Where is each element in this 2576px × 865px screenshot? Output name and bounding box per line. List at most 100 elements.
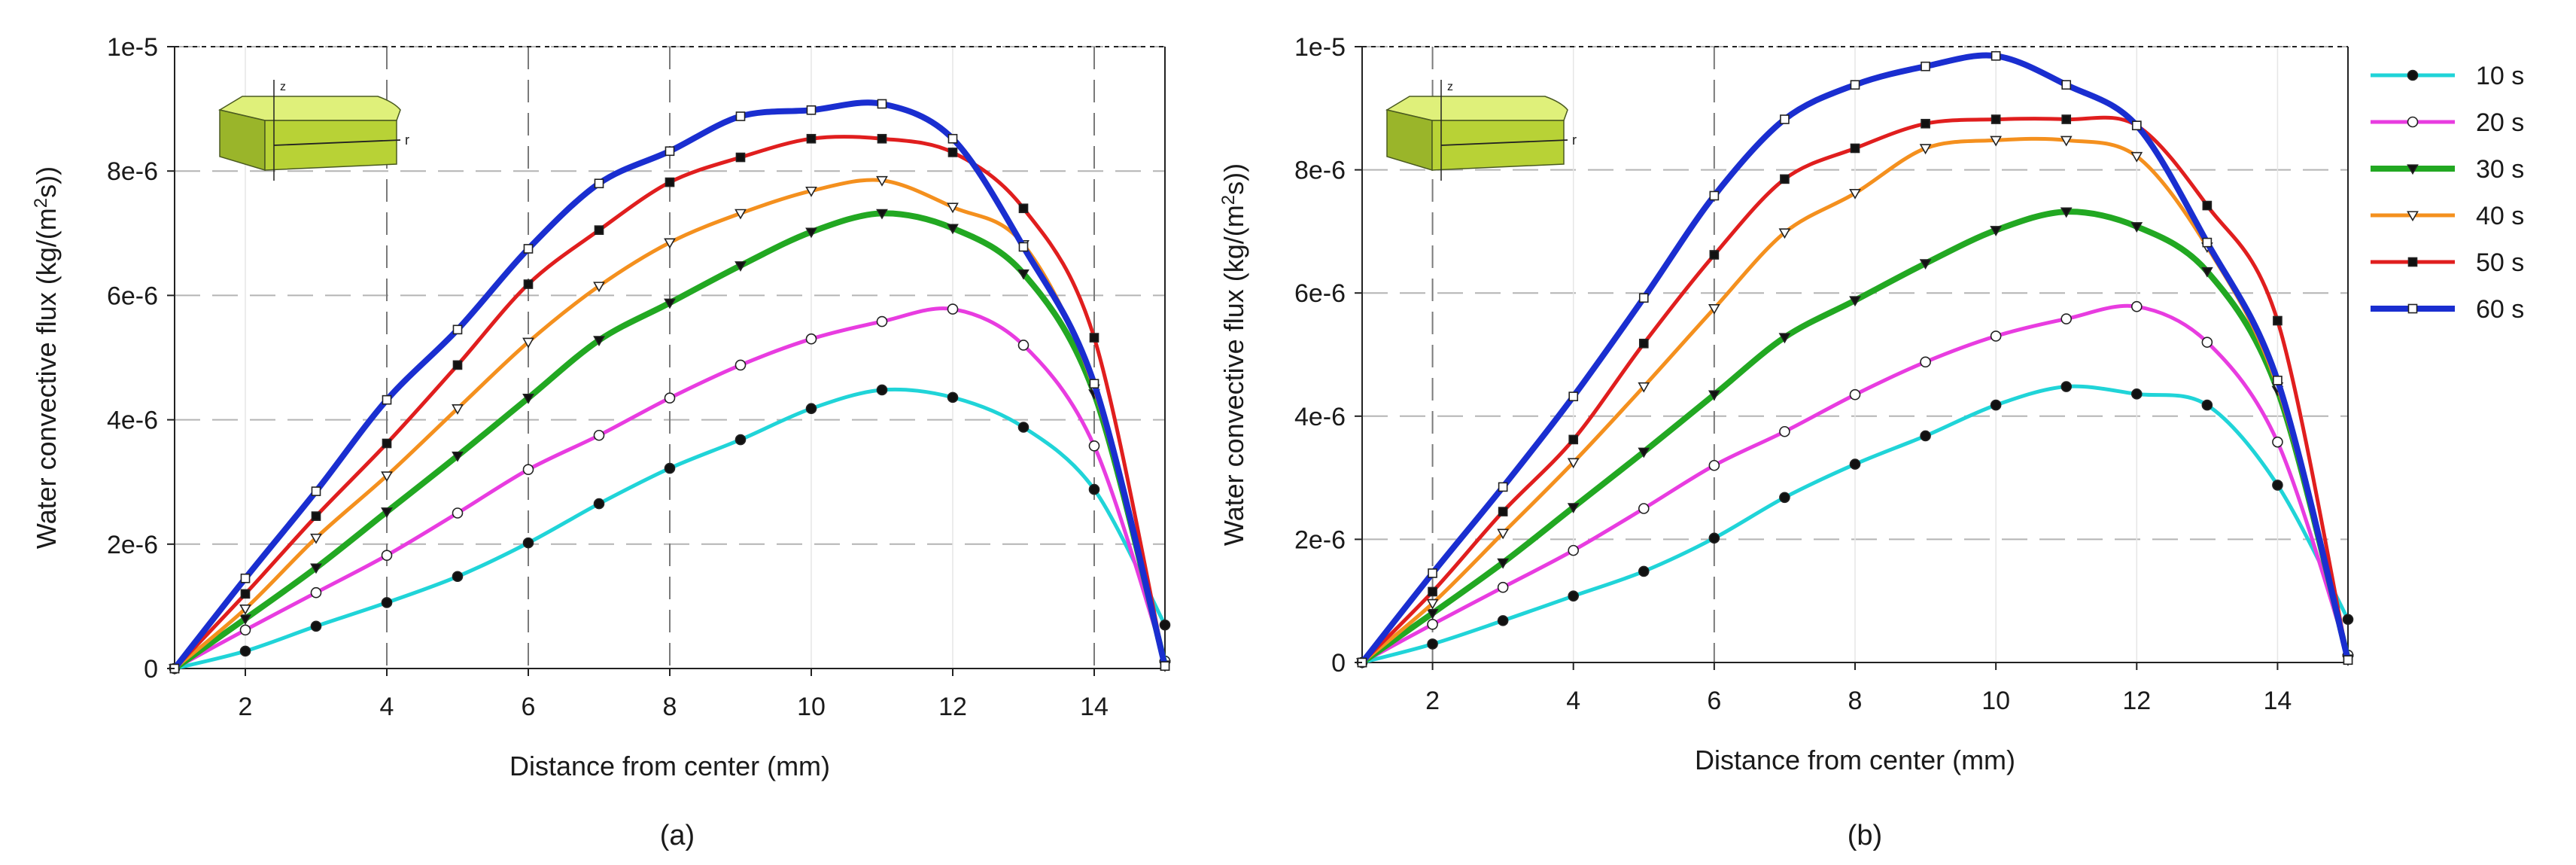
data-point-a-s1-x10 — [805, 403, 817, 415]
series-line-b-5 — [1360, 115, 2350, 665]
x-tick-label: 12 — [938, 693, 967, 721]
data-point-a-s1-x15 — [1159, 619, 1171, 631]
data-point-a-s5-x8 — [665, 177, 675, 187]
legend-marker-1 — [2407, 69, 2419, 81]
legend-marker-2 — [2407, 116, 2419, 128]
inset-side-face — [1386, 109, 1433, 172]
data-point-a-s6-x9 — [735, 111, 746, 121]
data-point-a-s2-x3 — [310, 586, 322, 598]
data-point-b-s3-x13 — [2200, 267, 2213, 278]
data-point-b-s4-x5 — [1638, 382, 1650, 393]
data-point-a-s2-x11 — [876, 315, 888, 327]
data-point-a-s5-x14 — [1089, 333, 1099, 343]
data-point-b-s6-x4 — [1568, 391, 1579, 401]
series-line-a-6 — [172, 99, 1168, 672]
x-tick-label: 10 — [797, 693, 826, 721]
data-point-a-s2-x5 — [452, 507, 464, 519]
data-point-a-s1-x7 — [593, 498, 605, 510]
inset-r-axis — [1440, 139, 1568, 146]
data-point-b-s1-x7 — [1779, 492, 1790, 504]
data-point-b-s1-x9 — [1920, 430, 1931, 442]
x-axis-label: Distance from center (mm) — [1695, 745, 2015, 775]
inset-r-label: r — [405, 132, 409, 148]
x-tick-label: 8 — [1848, 687, 1863, 715]
data-point-b-s2-x4 — [1568, 544, 1580, 556]
x-tick-label: 14 — [2264, 687, 2292, 715]
series-line-a-2 — [172, 306, 1167, 671]
x-tick-label: 6 — [1707, 687, 1721, 715]
data-point-a-s1-x3 — [310, 620, 322, 632]
data-point-b-s1-x3 — [1497, 615, 1509, 626]
data-point-a-s5-x9 — [735, 152, 746, 163]
legend-marker-5 — [2407, 257, 2418, 267]
data-point-b-s6-x2 — [1428, 568, 1437, 578]
data-point-b-s5-x5 — [1638, 338, 1649, 349]
data-point-b-s1-x8 — [1849, 458, 1861, 470]
y-tick-label: 6e-6 — [1294, 279, 1346, 308]
data-point-b-s3-x4 — [1567, 503, 1580, 513]
data-point-a-s6-x2 — [240, 573, 251, 583]
legend-label-5: 50 s — [2476, 248, 2524, 277]
data-point-b-s1-x10 — [1990, 399, 2002, 411]
data-point-a-s6-x14 — [1089, 379, 1099, 389]
data-point-b-s6-x10 — [1991, 50, 2001, 61]
data-point-b-s1-x11 — [2060, 381, 2073, 392]
data-point-b-s3-x8 — [1849, 296, 1861, 307]
data-point-b-s4-x8 — [1849, 189, 1861, 199]
data-point-b-s5-x10 — [1991, 114, 2001, 124]
y-axis-label: Water convective flux (kg/(m2s)) — [31, 166, 62, 549]
data-point-b-s6-x12 — [2131, 120, 2142, 131]
data-point-a-s6-x5 — [452, 324, 463, 335]
data-point-a-s6-x12 — [947, 133, 958, 144]
data-point-b-s1-x5 — [1638, 565, 1650, 577]
data-point-b-s5-x9 — [1921, 118, 1930, 129]
data-point-b-s6-x5 — [1638, 293, 1649, 303]
data-point-a-s6-x15 — [1160, 661, 1170, 672]
data-point-a-s4-x8 — [664, 238, 676, 249]
inset-top-face — [218, 96, 401, 121]
data-point-a-s1-x11 — [876, 384, 888, 396]
data-point-b-s5-x14 — [2273, 315, 2283, 326]
x-axis-label: Distance from center (mm) — [509, 751, 830, 781]
data-point-a-s5-x11 — [877, 133, 887, 144]
data-point-b-s4-x9 — [1919, 144, 1932, 155]
data-point-b-s2-x10 — [1990, 330, 2002, 342]
data-point-a-s1-x8 — [664, 462, 676, 474]
data-point-a-s4-x12 — [947, 203, 959, 214]
data-point-a-s5-x5 — [452, 360, 463, 370]
data-point-a-s6-x7 — [594, 178, 604, 189]
data-point-b-s4-x10 — [1990, 136, 2003, 147]
data-point-a-s4-x4 — [381, 471, 393, 483]
y-tick-label: 8e-6 — [107, 157, 158, 186]
legend-marker-6 — [2407, 303, 2418, 314]
chart-panel-b: z r 2 4 6 8 10 12 14 0 2e-6 4e-6 6e-6 8e-6 1e-5 Distanc… — [1218, 33, 2354, 851]
x-tick-label: 8 — [663, 693, 677, 721]
data-point-a-s4-x6 — [522, 337, 534, 349]
data-point-a-s2-x10 — [805, 333, 817, 345]
data-point-b-s2-x2 — [1427, 618, 1438, 630]
y-tick-label: 2e-6 — [107, 531, 158, 559]
data-point-a-s3-x8 — [664, 298, 676, 309]
y-tick-label: 0 — [1331, 649, 1346, 678]
data-point-a-s4-x11 — [876, 175, 888, 187]
data-point-a-s4-x5 — [452, 404, 464, 415]
data-point-a-s3-x9 — [734, 261, 747, 272]
x-tick-label: 14 — [1080, 693, 1109, 721]
legend-label-4: 40 s — [2476, 202, 2524, 230]
data-point-b-s6-x14 — [2273, 376, 2283, 385]
data-point-a-s6-x8 — [665, 146, 675, 157]
data-point-b-s2-x12 — [2130, 300, 2143, 312]
data-point-a-s4-x2 — [239, 605, 251, 615]
data-point-b-s3-x7 — [1778, 333, 1791, 344]
y-tick-label: 2e-6 — [1294, 525, 1346, 554]
data-point-b-s2-x7 — [1779, 425, 1790, 437]
data-point-b-s6-x11 — [2061, 80, 2072, 90]
data-point-a-s1-x4 — [381, 597, 393, 608]
inset-z-label: z — [280, 81, 286, 93]
y-tick-label: 4e-6 — [107, 407, 158, 435]
data-point-a-s4-x9 — [734, 209, 747, 220]
x-tick-label: 4 — [380, 693, 394, 721]
series-line-b-2 — [1360, 303, 2350, 665]
data-point-a-s4-x10 — [805, 186, 817, 197]
data-point-b-s5-x13 — [2202, 200, 2213, 211]
